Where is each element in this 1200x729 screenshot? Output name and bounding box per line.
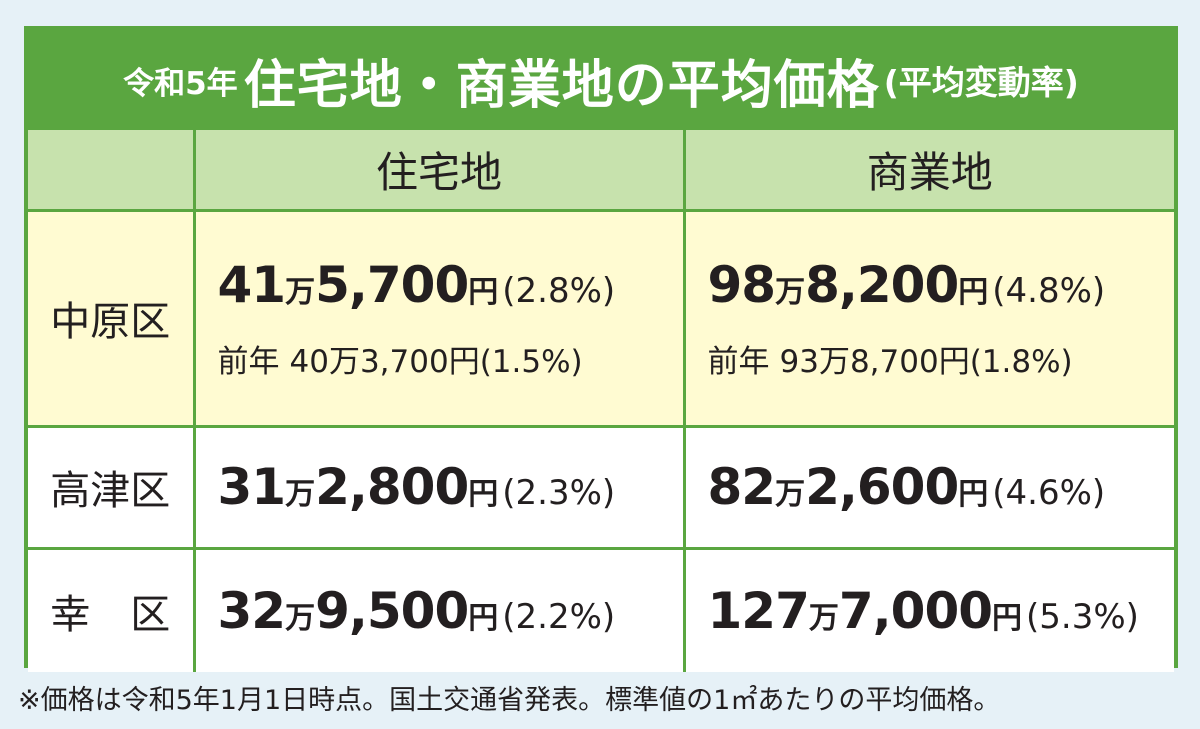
residential-price-cell: 31万2,800円 (2.3%) [192, 424, 686, 550]
footnote: ※価格は令和5年1月1日時点。国土交通省発表。標準値の1㎡あたりの平均価格。 [18, 685, 1001, 716]
previous-year-price: 前年 93万8,700円(1.8%) [707, 343, 1073, 380]
column-header-commercial: 商業地 [682, 130, 1174, 212]
header-corner [28, 130, 196, 212]
previous-year-price: 前年 40万3,700円(1.5%) [217, 343, 583, 380]
table-row-takatsu: 高津区 31万2,800円 (2.3%) 82万2,600円 (4.6%) [28, 424, 1174, 550]
table-row-nakahara: 中原区 41万5,700円 (2.8%) 前年 40万3,700円(1.5%) 98… [28, 208, 1174, 428]
title-suffix: (平均変動率) [883, 63, 1079, 102]
commercial-price-cell: 127万7,000円 (5.3%) [682, 546, 1174, 672]
price-table-panel: 令和5年 住宅地・商業地の平均価格 (平均変動率) 住宅地 商業地 中原区 41… [24, 26, 1178, 672]
title-prefix: 令和5年 [123, 65, 238, 102]
district-label: 高津区 [28, 424, 196, 550]
change-rate: (4.6%) [992, 473, 1106, 513]
district-label: 幸 区 [28, 546, 196, 672]
price-table: 住宅地 商業地 中原区 41万5,700円 (2.8%) 前年 40万3,700円(… [28, 130, 1174, 672]
current-price: 31万2,800円 (2.3%) [217, 458, 616, 516]
residential-price-cell: 32万9,500円 (2.2%) [192, 546, 686, 672]
change-rate: (2.8%) [502, 270, 616, 311]
current-price: 32万9,500円 (2.2%) [217, 581, 616, 640]
column-header-residential: 住宅地 [192, 130, 686, 212]
header-row: 住宅地 商業地 [28, 130, 1174, 212]
residential-price-cell: 41万5,700円 (2.8%) 前年 40万3,700円(1.5%) [192, 208, 686, 428]
change-rate: (5.3%) [1026, 596, 1139, 637]
change-rate: (4.8%) [992, 270, 1106, 311]
change-rate: (2.3%) [502, 473, 616, 513]
current-price: 82万2,600円 (4.6%) [707, 458, 1106, 516]
current-price: 41万5,700円 (2.8%) [217, 255, 616, 314]
commercial-price-cell: 82万2,600円 (4.6%) [682, 424, 1174, 550]
commercial-price-cell: 98万8,200円 (4.8%) 前年 93万8,700円(1.8%) [682, 208, 1174, 428]
change-rate: (2.2%) [502, 596, 616, 637]
current-price: 98万8,200円 (4.8%) [707, 255, 1106, 314]
table-row-saiwai: 幸 区 32万9,500円 (2.2%) 127万7,000円 (5.3%) [28, 546, 1174, 672]
district-label: 中原区 [28, 208, 196, 428]
current-price: 127万7,000円 (5.3%) [707, 581, 1139, 640]
title-main: 住宅地・商業地の平均価格 [243, 55, 880, 116]
title-bar: 令和5年 住宅地・商業地の平均価格 (平均変動率) [28, 30, 1174, 130]
